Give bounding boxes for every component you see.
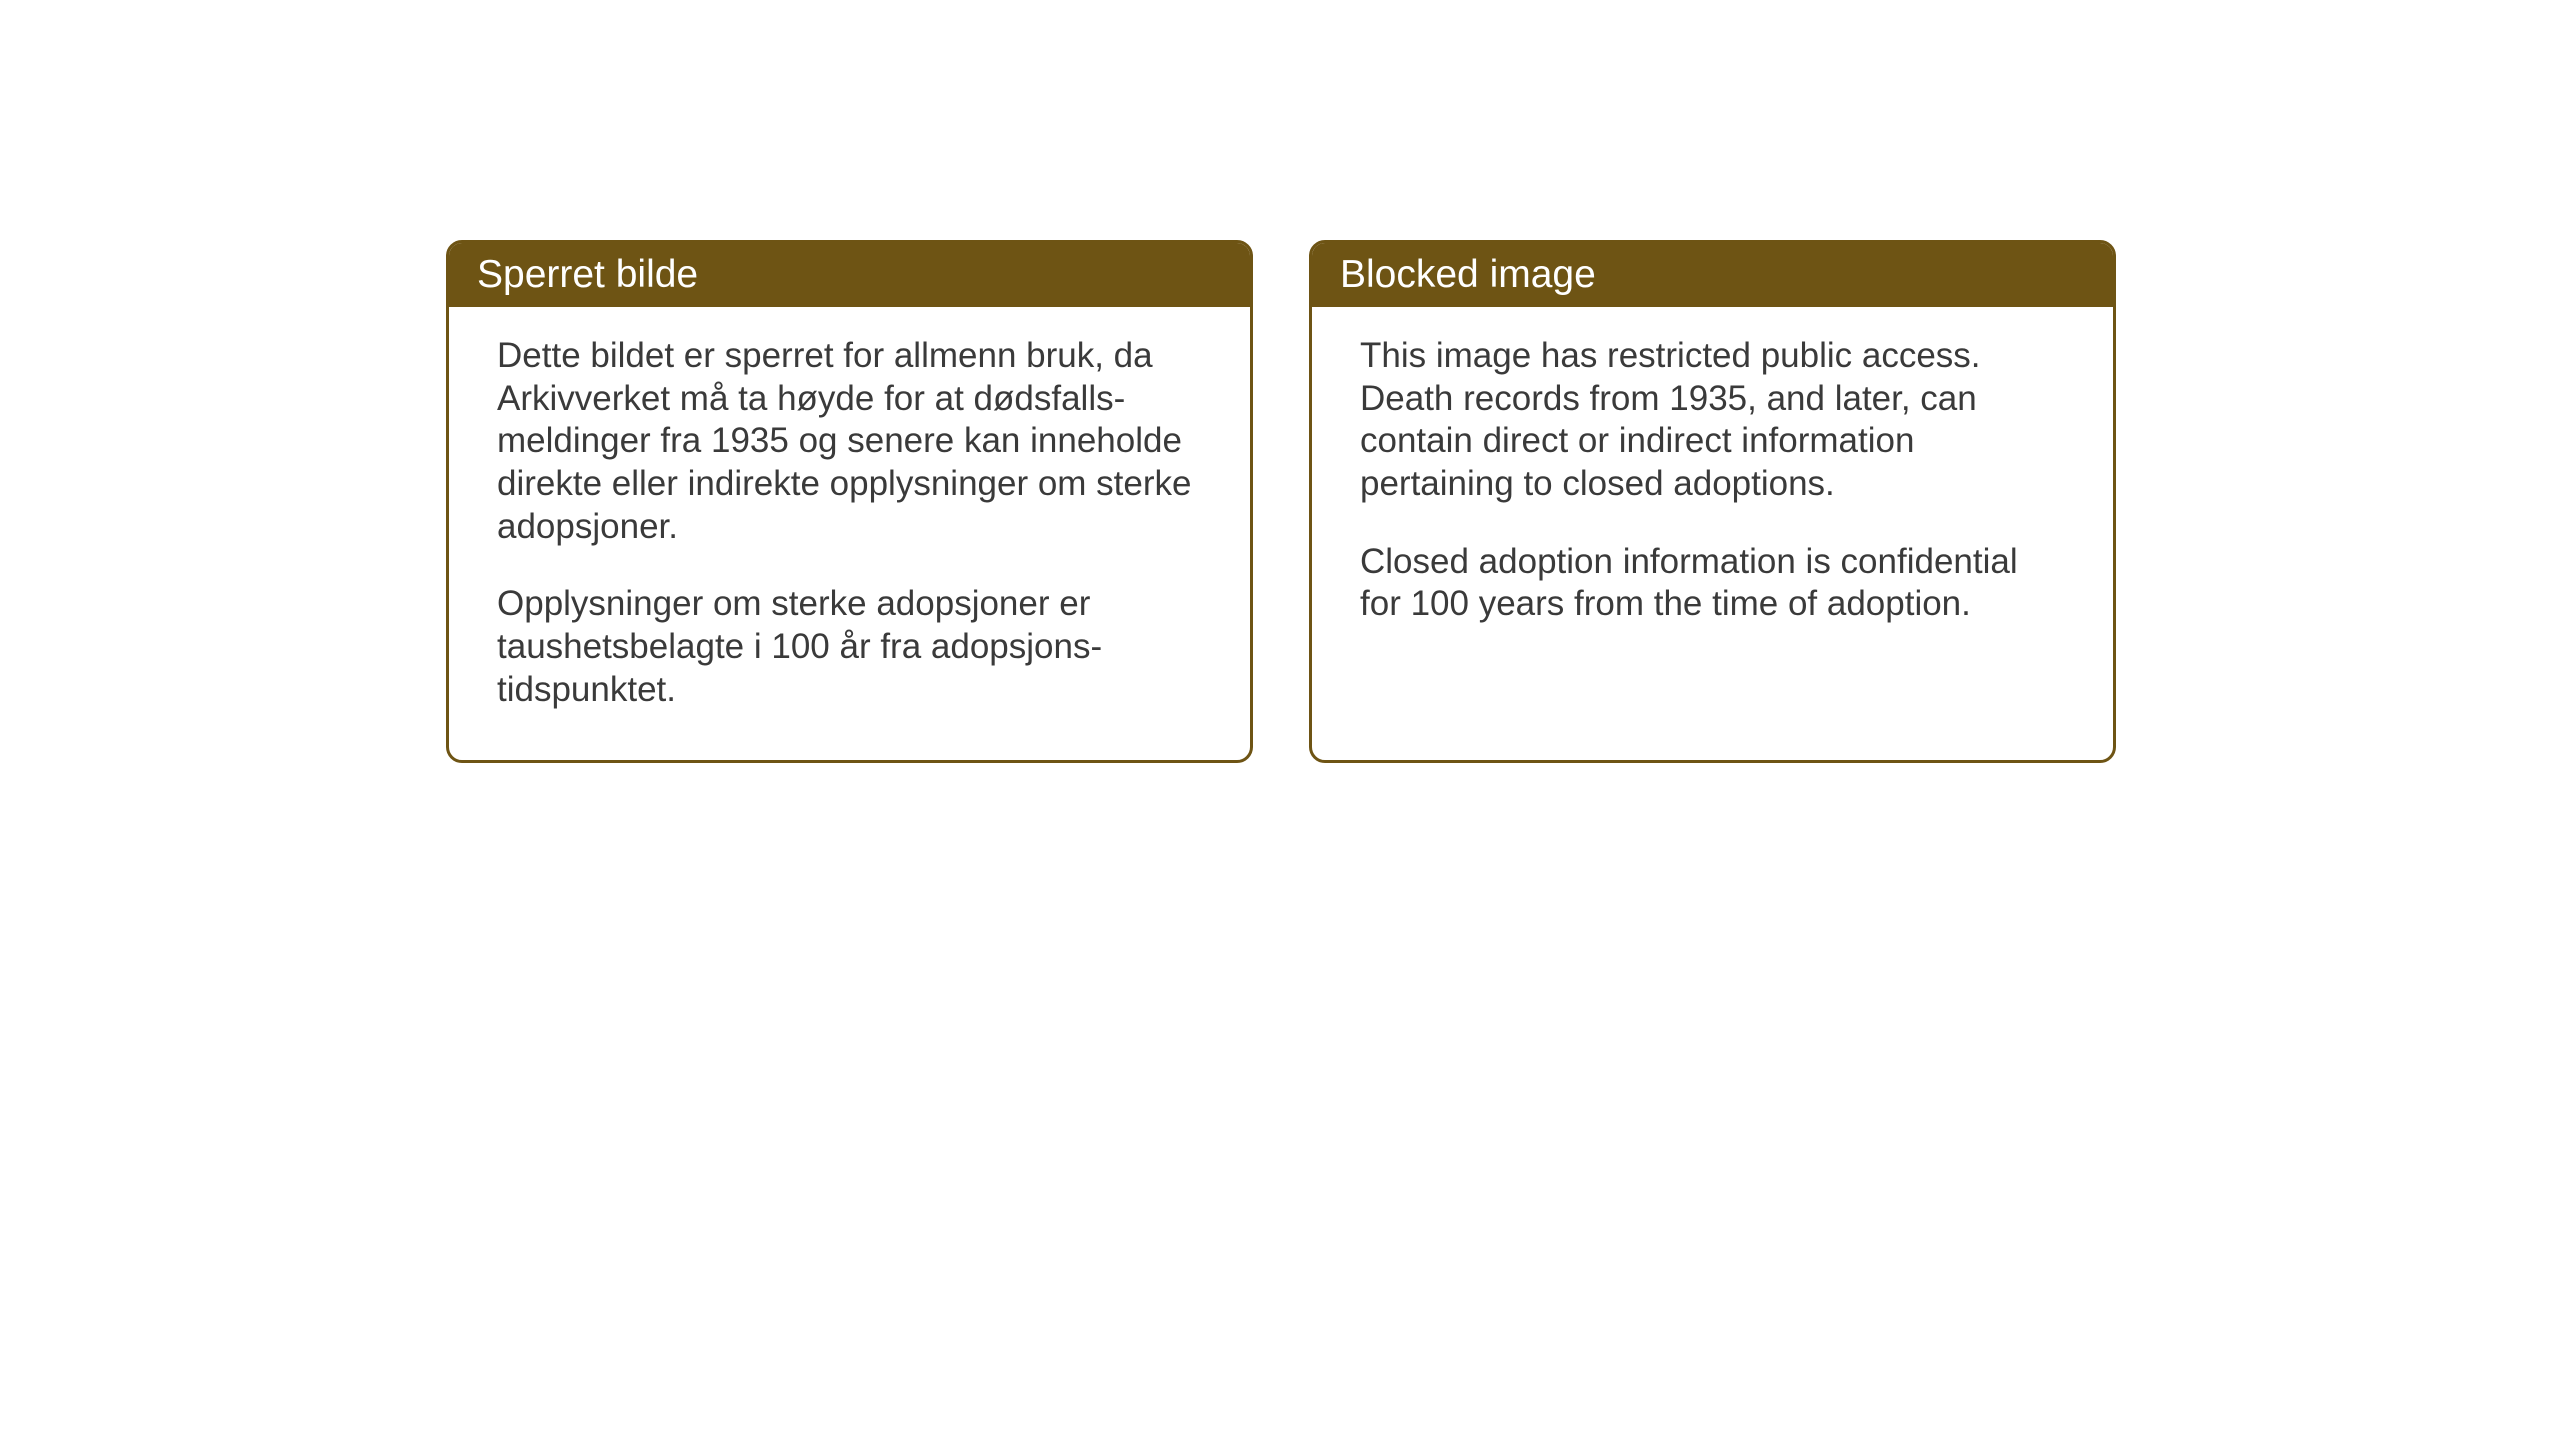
paragraph-english-2: Closed adoption information is confident… <box>1360 541 2065 626</box>
paragraph-norwegian-1: Dette bildet er sperret for allmenn bruk… <box>497 335 1202 548</box>
paragraph-english-1: This image has restricted public access.… <box>1360 335 2065 506</box>
card-header-norwegian: Sperret bilde <box>449 243 1250 307</box>
card-body-english: This image has restricted public access.… <box>1312 307 2113 739</box>
notice-container: Sperret bilde Dette bildet er sperret fo… <box>446 240 2116 763</box>
paragraph-norwegian-2: Opplysninger om sterke adopsjoner er tau… <box>497 583 1202 711</box>
notice-card-english: Blocked image This image has restricted … <box>1309 240 2116 763</box>
card-title-norwegian: Sperret bilde <box>477 253 698 296</box>
notice-card-norwegian: Sperret bilde Dette bildet er sperret fo… <box>446 240 1253 763</box>
card-header-english: Blocked image <box>1312 243 2113 307</box>
card-title-english: Blocked image <box>1340 253 1596 296</box>
card-body-norwegian: Dette bildet er sperret for allmenn bruk… <box>449 307 1250 760</box>
